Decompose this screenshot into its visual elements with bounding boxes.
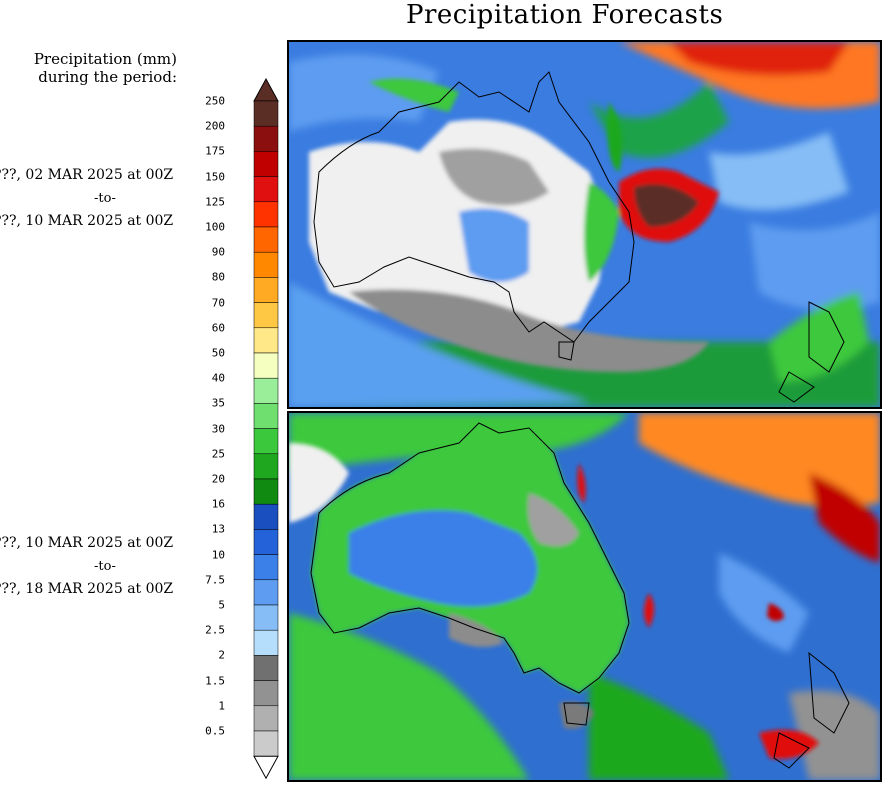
colorbar-swatch — [253, 302, 279, 329]
colorbar-tick-label: 100 — [205, 220, 225, 234]
colorbar-swatch — [253, 377, 279, 404]
colorbar-tick-label: 200 — [205, 119, 225, 133]
colorbar-tick-label: 60 — [211, 321, 225, 335]
legend-title-line1: Precipitation (mm) — [33, 50, 177, 68]
colorbar-swatch — [253, 529, 279, 555]
colorbar-tick-label: 90 — [211, 245, 225, 259]
colorbar-tick-label: 2.5 — [205, 623, 225, 637]
colorbar-swatch — [253, 604, 279, 631]
period-2-to: ???, 18 MAR 2025 at 00Z — [0, 581, 174, 597]
colorbar-tick-label: 150 — [205, 170, 225, 184]
period-1-from: ???, 02 MAR 2025 at 00Z — [0, 167, 174, 183]
colorbar-swatch — [253, 680, 279, 707]
colorbar-tick-label: 25 — [211, 447, 225, 461]
period-label-1: ???, 02 MAR 2025 at 00Z -to- ???, 10 MAR… — [0, 164, 244, 233]
colorbar-swatch — [253, 428, 279, 455]
colorbar-swatch — [253, 453, 279, 480]
colorbar-tick-label: 30 — [211, 422, 225, 436]
colorbar-tick-label: 1.5 — [205, 674, 225, 688]
colorbar-tick-label: 1 — [218, 699, 225, 713]
colorbar-tick-label: 250 — [205, 94, 225, 108]
legend-title-line2: during the period: — [38, 68, 177, 86]
colorbar-swatch — [253, 176, 279, 203]
period-2-from: ???, 10 MAR 2025 at 00Z — [0, 535, 174, 551]
colorbar-swatch — [253, 730, 279, 757]
colorbar-swatch — [253, 554, 279, 581]
colorbar-swatch — [253, 327, 279, 354]
colorbar-swatch — [253, 251, 279, 278]
period-1-to: ???, 10 MAR 2025 at 00Z — [0, 213, 174, 229]
colorbar-swatch — [253, 579, 279, 606]
colorbar-tick-label: 125 — [205, 195, 225, 209]
colorbar-swatch — [253, 201, 279, 228]
period-label-2: ???, 10 MAR 2025 at 00Z -to- ???, 18 MAR… — [0, 532, 244, 601]
forecast-map-2 — [287, 411, 882, 782]
colorbar-swatch — [253, 705, 279, 732]
colorbar-top-arrow — [253, 78, 279, 102]
colorbar-swatch — [253, 100, 279, 127]
forecast-map-1 — [287, 40, 882, 409]
colorbar-swatch — [253, 503, 279, 530]
colorbar-swatch — [253, 478, 279, 505]
colorbar-swatch — [253, 403, 279, 429]
colorbar-swatch — [253, 151, 279, 177]
colorbar-tick-label: 70 — [211, 296, 225, 310]
colorbar-swatch — [253, 277, 279, 303]
period-2-sep: -to- — [94, 559, 116, 574]
colorbar-swatch — [253, 629, 279, 656]
legend-title: Precipitation (mm) during the period: — [0, 50, 187, 86]
colorbar-tick-label: 16 — [211, 497, 225, 511]
colorbar-tick-label: 80 — [211, 270, 225, 284]
page-title: Precipitation Forecasts — [406, 0, 724, 30]
colorbar-tick-label: 0.5 — [205, 724, 225, 738]
colorbar-tick-label: 5 — [218, 598, 225, 612]
colorbar-swatch — [253, 655, 279, 681]
colorbar-tick-label: 7.5 — [205, 573, 225, 587]
colorbar-swatch — [253, 226, 279, 253]
colorbar-bottom-arrow — [253, 755, 279, 780]
colorbar-tick-label: 20 — [211, 472, 225, 486]
colorbar-tick-label: 175 — [205, 144, 225, 158]
colorbar-swatch — [253, 352, 279, 379]
colorbar-tick-label: 13 — [211, 522, 225, 536]
colorbar-tick-label: 40 — [211, 371, 225, 385]
period-1-sep: -to- — [94, 191, 116, 206]
colorbar-tick-label: 50 — [211, 346, 225, 360]
colorbar-tick-label: 35 — [211, 396, 225, 410]
colorbar-tick-label: 10 — [211, 548, 225, 562]
colorbar-swatch — [253, 125, 279, 152]
colorbar-graphic — [253, 78, 279, 780]
colorbar-tick-label: 2 — [218, 648, 225, 662]
